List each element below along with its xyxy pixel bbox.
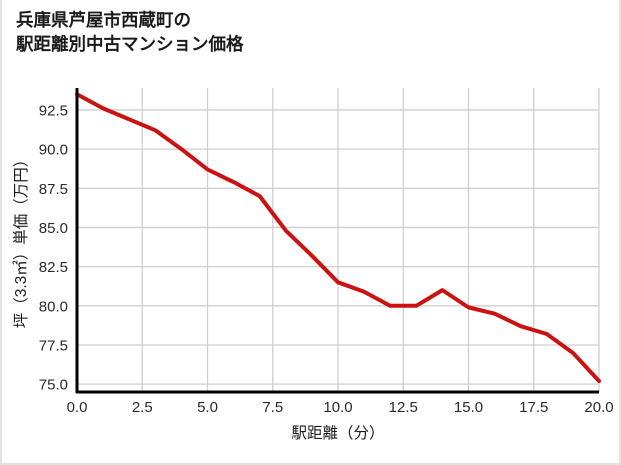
y-axis-title: 坪（3.3㎡）単価（万円）: [12, 152, 30, 329]
y-tick-label: 77.5: [39, 337, 68, 354]
y-axis-tick-labels: 75.0 77.5 80.0 82.5 85.0 87.5 90.0 92.5: [39, 102, 68, 393]
y-tick-label: 87.5: [39, 181, 68, 198]
y-tick-label: 80.0: [39, 298, 68, 315]
axes: [75, 88, 599, 394]
x-tick-label: 2.5: [132, 399, 153, 416]
x-tick-label: 5.0: [197, 399, 218, 416]
grid-lines: [76, 88, 600, 392]
y-tick-label: 82.5: [39, 259, 68, 276]
price-line: [75, 92, 601, 384]
x-tick-label: 20.0: [584, 399, 613, 416]
x-axis-title: 駅距離（分）: [291, 424, 384, 442]
y-tick-label: 90.0: [39, 142, 68, 159]
x-tick-label: 0.0: [67, 399, 88, 416]
x-tick-label: 15.0: [454, 399, 483, 416]
x-tick-label: 12.5: [389, 399, 418, 416]
page-title: 兵庫県芦屋市西蔵町の 駅距離別中古マンション価格: [16, 10, 244, 55]
y-tick-label: 75.0: [39, 377, 68, 394]
y-tick-label: 92.5: [39, 102, 68, 119]
x-tick-label: 7.5: [262, 399, 283, 416]
x-tick-label: 10.0: [323, 399, 352, 416]
x-tick-label: 17.5: [519, 399, 548, 416]
x-axis-tick-labels: 0.0 2.5 5.0 7.5 10.0 12.5 15.0 17.5 20.0: [67, 399, 614, 416]
y-tick-label: 85.0: [39, 220, 68, 237]
price-line-series: [75, 92, 601, 384]
